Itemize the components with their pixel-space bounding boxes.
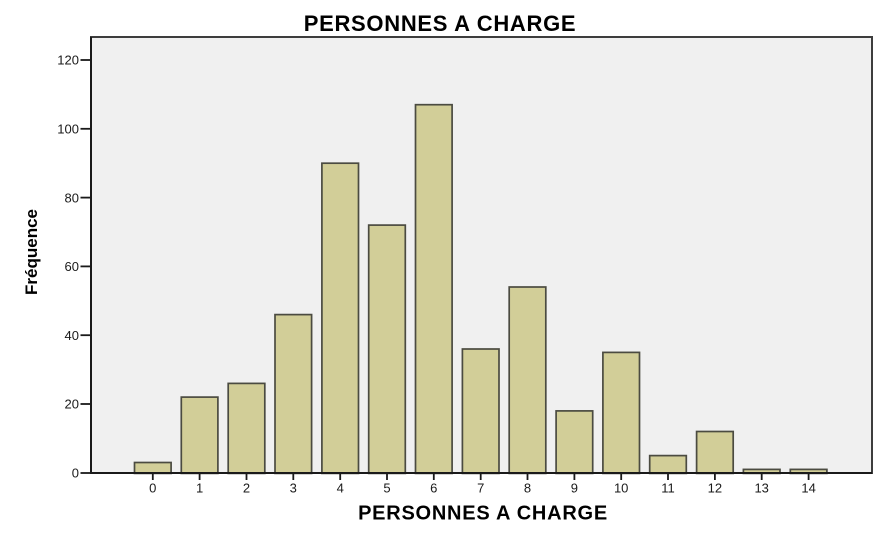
svg-text:60: 60 xyxy=(65,259,79,274)
svg-text:6: 6 xyxy=(430,481,437,496)
svg-text:1: 1 xyxy=(196,481,203,496)
svg-text:7: 7 xyxy=(477,481,484,496)
svg-text:11: 11 xyxy=(661,481,675,496)
svg-text:80: 80 xyxy=(65,190,79,205)
svg-text:100: 100 xyxy=(57,122,79,137)
svg-text:0: 0 xyxy=(72,466,79,481)
svg-text:13: 13 xyxy=(754,481,768,496)
svg-text:10: 10 xyxy=(614,481,628,496)
svg-text:9: 9 xyxy=(571,481,578,496)
svg-text:20: 20 xyxy=(65,397,79,412)
svg-text:40: 40 xyxy=(65,328,79,343)
svg-text:2: 2 xyxy=(243,481,250,496)
svg-text:14: 14 xyxy=(801,481,815,496)
svg-text:12: 12 xyxy=(708,481,722,496)
svg-text:5: 5 xyxy=(383,481,390,496)
svg-text:4: 4 xyxy=(337,481,344,496)
svg-text:120: 120 xyxy=(57,53,79,68)
svg-text:PERSONNES A CHARGE: PERSONNES A CHARGE xyxy=(304,11,577,36)
svg-text:8: 8 xyxy=(524,481,531,496)
svg-text:0: 0 xyxy=(149,481,156,496)
svg-text:Fréquence: Fréquence xyxy=(22,209,41,295)
svg-text:PERSONNES A CHARGE: PERSONNES A CHARGE xyxy=(358,503,608,525)
svg-text:3: 3 xyxy=(290,481,297,496)
